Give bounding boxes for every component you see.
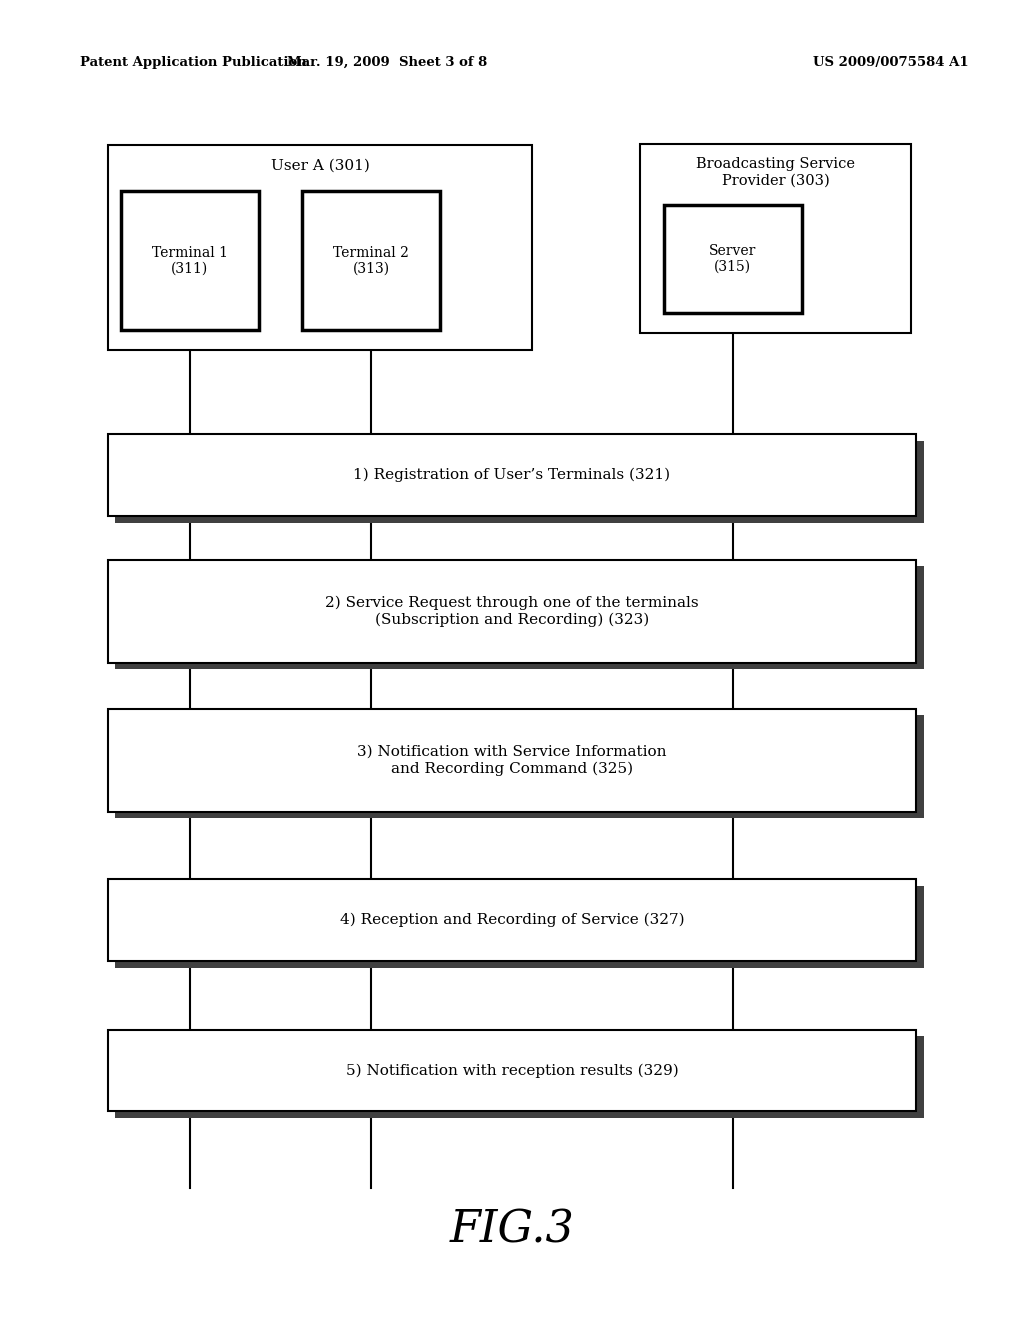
- Text: Mar. 19, 2009  Sheet 3 of 8: Mar. 19, 2009 Sheet 3 of 8: [287, 55, 487, 69]
- FancyBboxPatch shape: [108, 879, 916, 961]
- FancyBboxPatch shape: [115, 886, 924, 968]
- Text: 2) Service Request through one of the terminals
(Subscription and Recording) (32: 2) Service Request through one of the te…: [326, 595, 698, 627]
- Text: 5) Notification with reception results (329): 5) Notification with reception results (…: [346, 1064, 678, 1077]
- Text: US 2009/0075584 A1: US 2009/0075584 A1: [813, 55, 969, 69]
- FancyBboxPatch shape: [108, 560, 916, 663]
- Text: Terminal 2
(313): Terminal 2 (313): [333, 246, 410, 276]
- Text: Server
(315): Server (315): [709, 244, 757, 273]
- Text: Broadcasting Service
Provider (303): Broadcasting Service Provider (303): [696, 157, 855, 187]
- FancyBboxPatch shape: [108, 1030, 916, 1111]
- Text: Patent Application Publication: Patent Application Publication: [80, 55, 306, 69]
- FancyBboxPatch shape: [302, 191, 440, 330]
- FancyBboxPatch shape: [108, 709, 916, 812]
- Text: 1) Registration of User’s Terminals (321): 1) Registration of User’s Terminals (321…: [353, 469, 671, 482]
- Text: 3) Notification with Service Information
and Recording Command (325): 3) Notification with Service Information…: [357, 744, 667, 776]
- FancyBboxPatch shape: [115, 441, 924, 523]
- FancyBboxPatch shape: [115, 566, 924, 669]
- FancyBboxPatch shape: [115, 1036, 924, 1118]
- FancyBboxPatch shape: [121, 191, 259, 330]
- FancyBboxPatch shape: [115, 715, 924, 818]
- Text: Terminal 1
(311): Terminal 1 (311): [152, 246, 228, 276]
- Text: FIG.3: FIG.3: [450, 1209, 574, 1251]
- FancyBboxPatch shape: [664, 205, 802, 313]
- Text: 4) Reception and Recording of Service (327): 4) Reception and Recording of Service (3…: [340, 913, 684, 927]
- FancyBboxPatch shape: [108, 145, 532, 350]
- FancyBboxPatch shape: [640, 144, 911, 333]
- Text: User A (301): User A (301): [270, 158, 370, 173]
- FancyBboxPatch shape: [108, 434, 916, 516]
